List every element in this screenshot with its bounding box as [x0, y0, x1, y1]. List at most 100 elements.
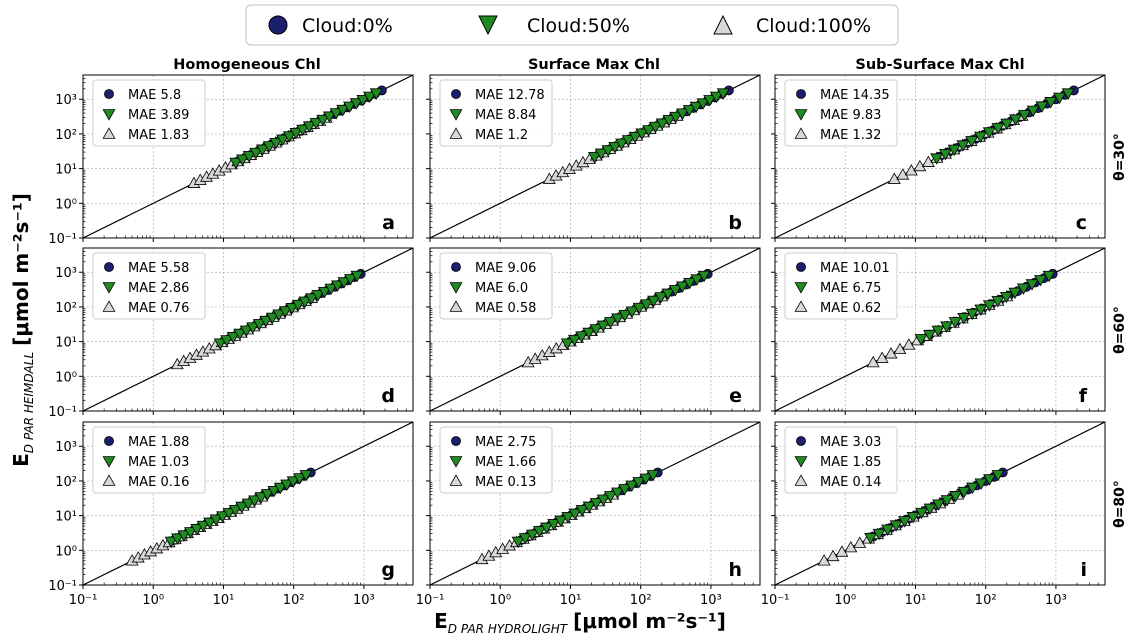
point-cloud50	[296, 124, 310, 137]
data-points	[866, 268, 1058, 368]
x-tick-label: 10¹	[905, 593, 927, 608]
point-cloud100	[817, 554, 831, 566]
point-cloud100	[826, 549, 840, 562]
point-cloud50	[611, 313, 625, 325]
point-cloud50	[947, 144, 961, 157]
point-cloud50	[554, 515, 568, 528]
mae-label: MAE 14.35	[820, 88, 890, 103]
panel-frame	[429, 421, 761, 586]
mae-label: MAE 2.86	[128, 281, 189, 296]
point-cloud50	[278, 306, 292, 318]
mae-label: MAE 0.58	[475, 301, 536, 316]
point-cloud50	[898, 516, 912, 528]
mae-label: MAE 6.0	[475, 281, 528, 296]
point-cloud50	[1034, 275, 1048, 287]
panel-frame	[774, 74, 1106, 239]
x-tick-label: 10³	[700, 593, 722, 608]
point-cloud50	[654, 292, 668, 304]
x-tick-label: 10⁰	[834, 593, 856, 608]
point-cloud50	[567, 334, 581, 347]
data-points	[125, 467, 316, 566]
data-points	[542, 85, 734, 184]
panel-letter: i	[1080, 559, 1087, 581]
point-cloud50	[1000, 118, 1014, 131]
point-cloud50	[1016, 283, 1030, 295]
data-points	[170, 268, 366, 370]
point-cloud50	[601, 145, 615, 157]
inset-legend-marker	[104, 436, 114, 446]
point-cloud50	[915, 507, 929, 520]
inset-legend-frame	[439, 79, 553, 147]
panel-frame	[82, 247, 414, 412]
point-cloud50	[931, 325, 945, 338]
point-cloud50	[336, 104, 350, 117]
point-cloud50	[594, 148, 608, 161]
point-cloud50	[948, 317, 962, 329]
point-cloud50	[991, 470, 1005, 482]
point-cloud50	[940, 321, 954, 333]
point-cloud50	[248, 495, 262, 507]
panel-grid: 10⁻¹ 10⁰ 10¹ 10² 10³ MAE 5.8 MAE 3.89 MAE 1.83 a…	[48, 74, 1106, 608]
point-cloud50	[273, 482, 287, 495]
inset-legend-marker	[449, 456, 463, 468]
point-cloud50	[309, 118, 323, 130]
inset-legend-marker	[451, 89, 461, 99]
point-cloud50	[618, 309, 632, 322]
point-cloud50	[1026, 105, 1040, 118]
y-tick-label: 10⁻¹	[48, 579, 77, 594]
point-cloud50	[575, 331, 589, 343]
point-cloud50	[661, 288, 675, 301]
point-cloud50	[618, 484, 632, 496]
inset-legend-marker	[794, 282, 808, 294]
point-cloud50	[1061, 88, 1075, 100]
inset-legend-frame	[439, 426, 553, 494]
point-cloud50	[241, 498, 255, 510]
inset-legend-frame	[92, 426, 206, 494]
point-cloud50	[1025, 279, 1039, 291]
panel-i: 10⁻¹ 10⁰ 10¹ 10² 10³ MAE 3.03 MAE 1.85 MAE 0.14…	[761, 421, 1106, 608]
point-cloud50	[329, 108, 343, 120]
point-cloud50	[676, 281, 689, 293]
point-cloud50	[209, 514, 223, 526]
mae-label: MAE 1.85	[820, 455, 881, 470]
point-cloud50	[213, 338, 227, 350]
x-tick-label: 10⁻¹	[69, 593, 98, 608]
point-cloud50	[956, 140, 970, 152]
row-title-theta-80: θ=80°	[1112, 480, 1128, 528]
row-title-theta-60: θ=60°	[1112, 306, 1128, 354]
y-tick-label: 10³	[55, 93, 77, 108]
y-tick-label: 10²	[55, 475, 77, 490]
point-cloud50	[639, 473, 653, 485]
legend-label-cloud-0: Cloud:0%	[302, 15, 393, 37]
inset-legend-marker	[794, 474, 808, 486]
point-cloud100	[853, 536, 867, 548]
inset-legend-marker	[104, 89, 114, 99]
point-cloud50	[974, 131, 987, 144]
point-cloud50	[261, 489, 274, 501]
mae-label: MAE 0.13	[475, 475, 536, 490]
mae-label: MAE 8.84	[475, 108, 536, 123]
panel-h: 10⁻¹ 10⁰ 10¹ 10² 10³ MAE 2.75 MAE 1.66 MAE 0.13…	[416, 421, 761, 608]
point-cloud50	[235, 501, 249, 514]
panel-frame	[429, 247, 761, 412]
point-cloud50	[696, 98, 710, 110]
inset-legend-marker	[102, 127, 116, 139]
point-cloud50	[525, 529, 539, 542]
mae-label: MAE 10.01	[820, 261, 890, 276]
point-cloud50	[974, 304, 988, 316]
panel-frame	[774, 247, 1106, 412]
y-tick-label: 10³	[55, 440, 77, 455]
point-cloud50	[369, 88, 383, 100]
y-tick-label: 10⁰	[55, 197, 77, 212]
row-title-theta-30: θ=30°	[1112, 133, 1128, 181]
inset-legend-marker	[102, 282, 116, 294]
point-cloud50	[603, 317, 617, 329]
point-cloud100	[893, 342, 907, 355]
y-tick-label: 10²	[55, 128, 77, 143]
point-cloud50	[582, 501, 596, 513]
inset-legend-marker	[449, 300, 463, 312]
inset-legend-marker	[451, 262, 461, 272]
point-cloud50	[171, 533, 185, 545]
panel-letter: d	[381, 385, 395, 407]
